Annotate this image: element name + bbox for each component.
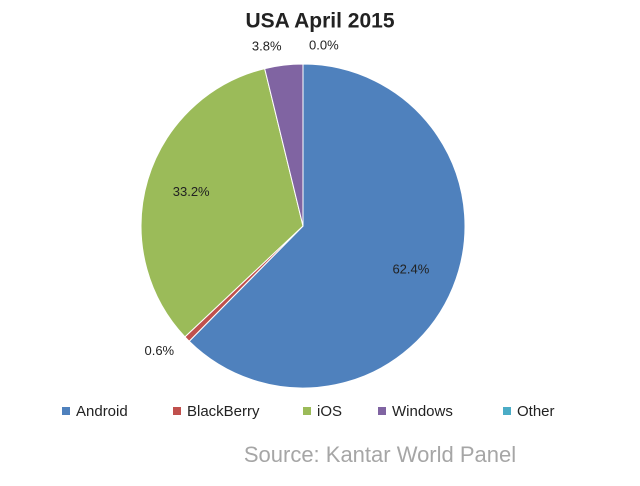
data-label: 62.4% bbox=[392, 262, 429, 277]
legend-swatch bbox=[303, 407, 311, 415]
data-label: 0.6% bbox=[144, 343, 174, 358]
pie-slice bbox=[140, 67, 304, 338]
chart-title: USA April 2015 bbox=[246, 10, 395, 33]
legend-label: Android bbox=[76, 403, 128, 420]
legend-swatch bbox=[378, 407, 386, 415]
source-note: Source: Kantar World Panel bbox=[244, 442, 516, 467]
legend-label: iOS bbox=[317, 403, 342, 420]
legend-label: BlackBerry bbox=[187, 403, 260, 420]
legend-label: Windows bbox=[392, 403, 453, 420]
data-label: 0.0% bbox=[309, 37, 339, 52]
legend-swatch bbox=[503, 407, 511, 415]
legend-label: Other bbox=[517, 403, 555, 420]
data-label: 33.2% bbox=[173, 184, 210, 199]
legend-swatch bbox=[62, 407, 70, 415]
legend-swatch bbox=[173, 407, 181, 415]
data-label: 3.8% bbox=[252, 39, 282, 54]
pie-slice bbox=[188, 63, 466, 389]
